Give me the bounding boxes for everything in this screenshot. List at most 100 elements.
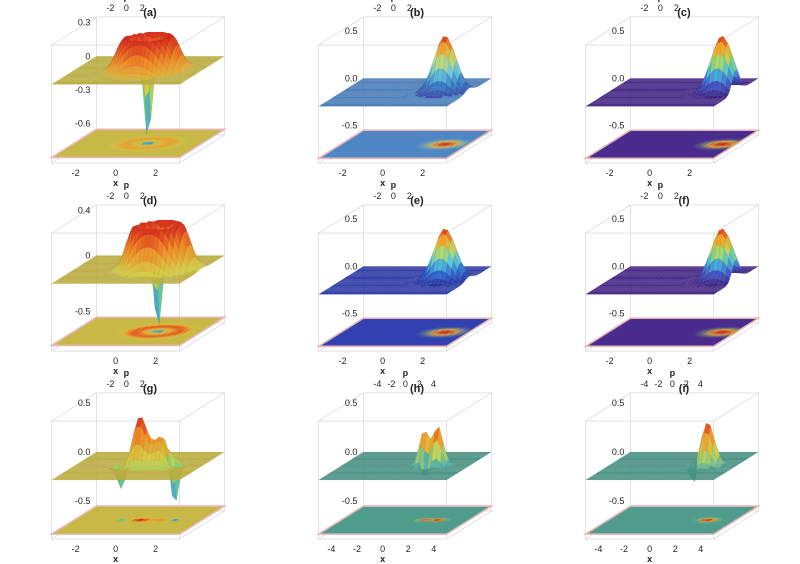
z-tick-label: -0.5 (609, 121, 625, 131)
panel-title: (a) (143, 7, 157, 19)
x-tick-label: -4 (327, 544, 335, 554)
z-tick-label: 0.5 (345, 26, 358, 36)
x-axis-label: x (380, 554, 385, 564)
x-axis-label: x (113, 178, 118, 188)
z-axis: 0.50.0-0.5 (342, 214, 358, 318)
p-axis-label: p (658, 0, 664, 2)
x-tick-label: 2 (153, 544, 158, 554)
z-axis: 0.5 0.0 -0.5 (609, 26, 625, 130)
x-tick-label: 2 (153, 168, 158, 178)
x-tick-label: 0 (113, 544, 118, 554)
z-tick-label: 0 (85, 51, 90, 61)
p-tick-label: -2 (654, 379, 662, 389)
z-axis: 0.5 0.0 -0.5 (609, 214, 625, 318)
x-tick-label: 2 (420, 356, 425, 366)
p-tick-label: -2 (106, 379, 114, 389)
x-tick-label: 2 (153, 356, 158, 366)
p-tick-label: 0 (670, 379, 675, 389)
p-tick-label: 0 (124, 379, 129, 389)
density-projection (319, 506, 492, 534)
x-tick-label: 0 (113, 356, 118, 366)
p-tick-label: 0 (124, 191, 129, 201)
x-tick-label: 0 (647, 544, 652, 554)
z-tick-label: -0.5 (609, 496, 625, 506)
p-tick-label: -4 (373, 379, 381, 389)
x-tick-label: -4 (594, 544, 602, 554)
x-tick-label: -2 (353, 544, 361, 554)
p-tick-label: -2 (106, 3, 114, 13)
x-tick-label: 0 (380, 544, 385, 554)
z-tick-label: -0.5 (342, 309, 358, 319)
wigner-surface (319, 36, 492, 106)
z-tick-label: 0.5 (78, 398, 91, 408)
x-axis-label: x (380, 178, 385, 188)
z-axis: 0.50.0-0.5 (609, 398, 625, 506)
z-tick-label: -0.5 (75, 496, 91, 506)
p-tick-label: 0 (391, 3, 396, 13)
density-projection (319, 318, 492, 346)
z-tick-label: 0.0 (612, 73, 625, 83)
p-tick-label: 0 (658, 191, 663, 201)
z-tick-label: 0.5 (612, 26, 625, 36)
p-tick-label: -2 (373, 191, 381, 201)
z-tick-label: 0.5 (612, 214, 625, 224)
p-tick-label: -2 (106, 191, 114, 201)
x-tick-label: 0 (113, 168, 118, 178)
x-tick-label: 0 (647, 356, 652, 366)
z-tick-label: -0.5 (342, 121, 358, 131)
panel-title: (g) (143, 383, 157, 395)
x-tick-label: -2 (339, 168, 347, 178)
x-tick-label: 0 (380, 356, 385, 366)
p-tick-label: 4 (431, 379, 436, 389)
x-axis-label: x (647, 178, 652, 188)
p-axis-label: p (391, 180, 397, 190)
x-tick-label: -2 (606, 168, 614, 178)
z-tick-label: 0.5 (345, 214, 358, 224)
p-axis-label: p (124, 368, 130, 378)
density-projection (586, 130, 759, 158)
z-tick-label: -0.5 (609, 309, 625, 319)
p-axis-label: p (403, 368, 409, 378)
wigner-surface (586, 36, 759, 106)
p-tick-label: -2 (373, 3, 381, 13)
panel-title: (b) (410, 7, 424, 19)
x-tick-label: -2 (72, 168, 80, 178)
density-projection (586, 506, 759, 534)
x-axis-label: x (647, 366, 652, 376)
x-tick-label: 2 (673, 544, 678, 554)
z-axis: 0.50.0-0.5 (342, 26, 358, 130)
density-projection (52, 506, 225, 534)
panel-title: (i) (679, 383, 690, 395)
p-tick-label: 0 (124, 3, 129, 13)
panel-title: (e) (410, 195, 424, 207)
z-tick-label: -0.3 (75, 85, 91, 95)
density-projection (52, 129, 225, 157)
p-axis-label: p (391, 0, 397, 2)
p-tick-label: 0 (403, 379, 408, 389)
z-tick-label: 0.4 (78, 206, 91, 216)
z-tick-label: 0.0 (612, 261, 625, 271)
x-tick-label: -2 (620, 544, 628, 554)
x-axis-label: x (647, 554, 652, 564)
panel-title: (c) (677, 7, 691, 19)
